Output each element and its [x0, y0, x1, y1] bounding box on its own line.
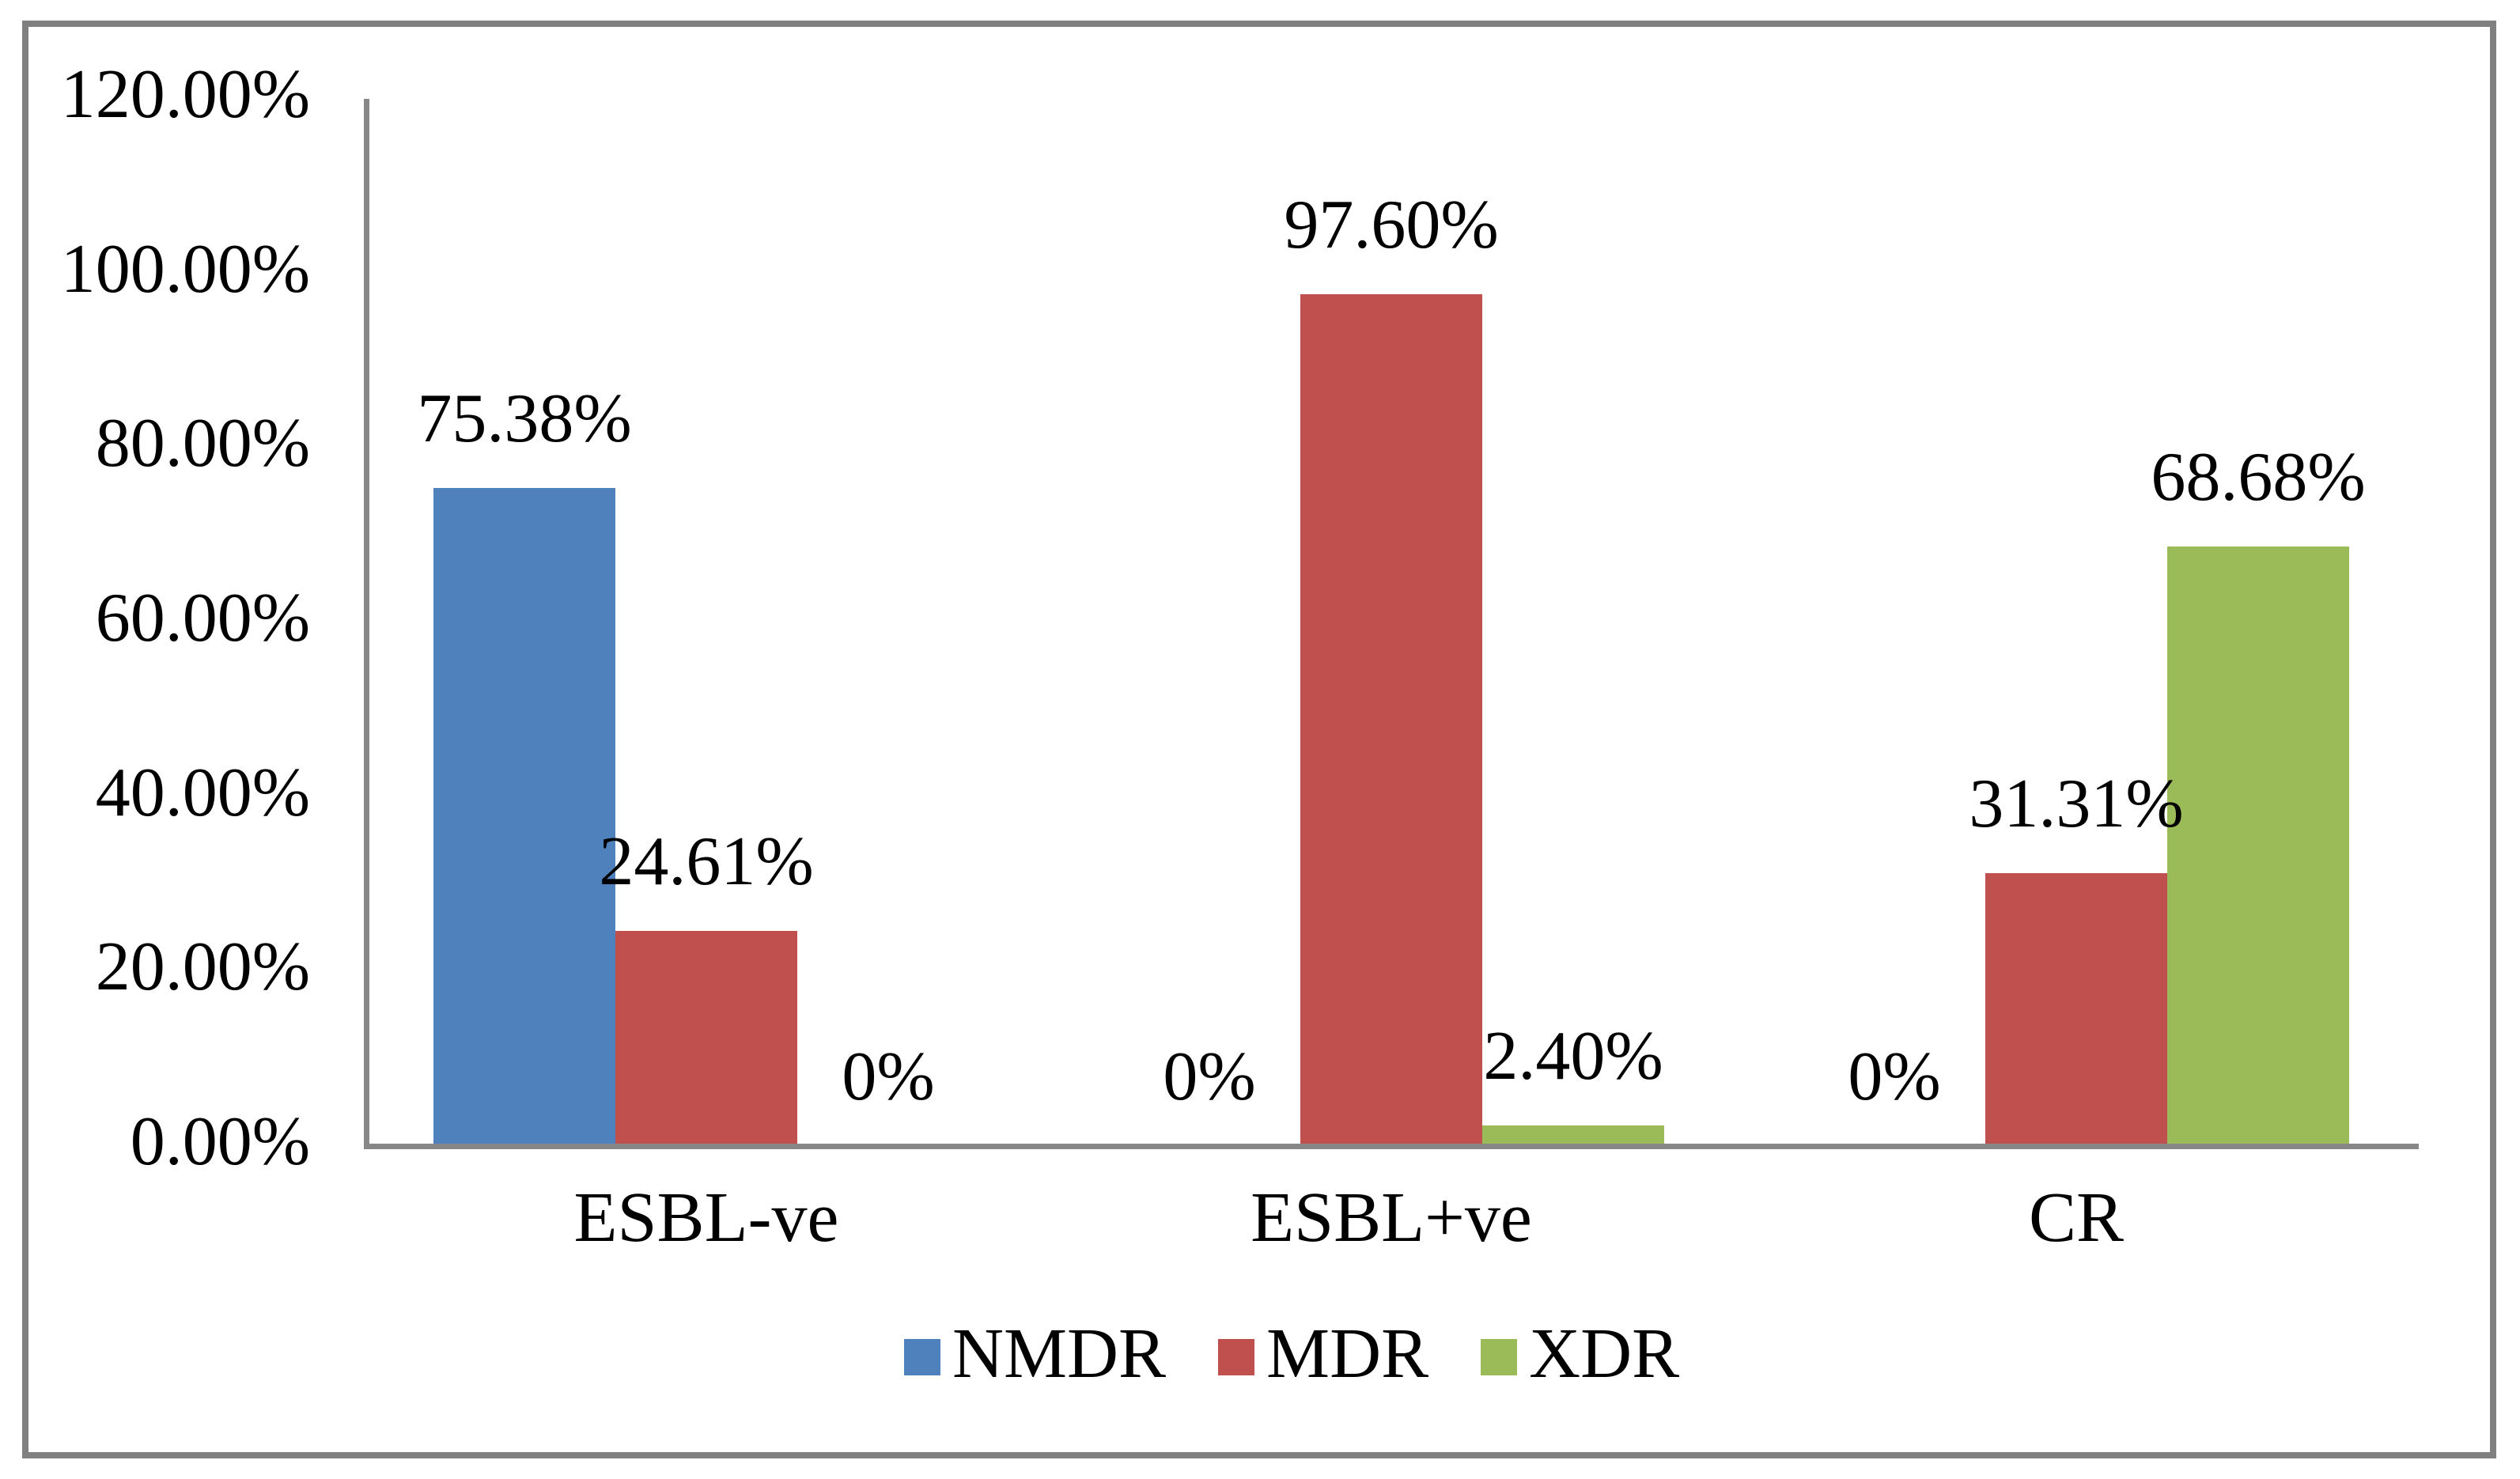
bar-MDR-ESBL+ve: [1300, 294, 1482, 1146]
value-label-MDR-CR: 31.31%: [1969, 766, 2184, 842]
x-axis-line: [364, 1144, 2419, 1149]
legend-label-NMDR: NMDR: [952, 1314, 1167, 1393]
x-axis-label-CR: CR: [2028, 1178, 2125, 1257]
legend-swatch-icon-NMDR: [904, 1339, 940, 1375]
legend: NMDR MDR XDR: [904, 1318, 1679, 1390]
x-axis-label-ESBL+ve: ESBL+ve: [1251, 1178, 1532, 1257]
value-label-MDR-ESBL+ve: 97.60%: [1284, 187, 1499, 263]
legend-item-MDR: MDR: [1218, 1318, 1428, 1390]
y-tick-label-60: 60.00%: [95, 580, 310, 656]
chart-border-frame: [22, 21, 2496, 1458]
y-axis-line: [364, 99, 369, 1149]
legend-swatch-icon-MDR: [1218, 1339, 1255, 1375]
value-label-XDR-ESBL-ve: 0%: [842, 1038, 935, 1115]
bar-MDR-CR: [1985, 873, 2167, 1146]
value-label-NMDR-CR: 0%: [1848, 1038, 1941, 1115]
bar-MDR-ESBL-ve: [615, 931, 797, 1146]
bar-XDR-ESBL+ve: [1482, 1125, 1664, 1146]
legend-label-MDR: MDR: [1266, 1314, 1429, 1393]
bar-NMDR-ESBL-ve: [433, 488, 615, 1146]
value-label-XDR-ESBL+ve: 2.40%: [1483, 1018, 1663, 1095]
y-tick-label-20: 20.00%: [95, 929, 310, 1006]
legend-item-XDR: XDR: [1481, 1318, 1679, 1390]
value-label-NMDR-ESBL-ve: 75.38%: [417, 380, 632, 457]
legend-item-NMDR: NMDR: [904, 1318, 1166, 1390]
y-tick-label-0: 0.00%: [130, 1103, 310, 1180]
y-tick-label-120: 120.00%: [60, 56, 310, 133]
y-tick-label-80: 80.00%: [95, 405, 310, 482]
legend-swatch-icon-XDR: [1481, 1339, 1518, 1375]
x-axis-label-ESBL-ve: ESBL-ve: [573, 1178, 839, 1257]
value-label-XDR-CR: 68.68%: [2151, 439, 2366, 516]
y-tick-label-100: 100.00%: [60, 230, 310, 308]
legend-label-XDR: XDR: [1529, 1314, 1680, 1393]
y-tick-label-40: 40.00%: [95, 754, 310, 831]
bar-XDR-CR: [2167, 547, 2349, 1146]
value-label-MDR-ESBL-ve: 24.61%: [599, 823, 814, 900]
value-label-NMDR-ESBL+ve: 0%: [1163, 1038, 1256, 1115]
